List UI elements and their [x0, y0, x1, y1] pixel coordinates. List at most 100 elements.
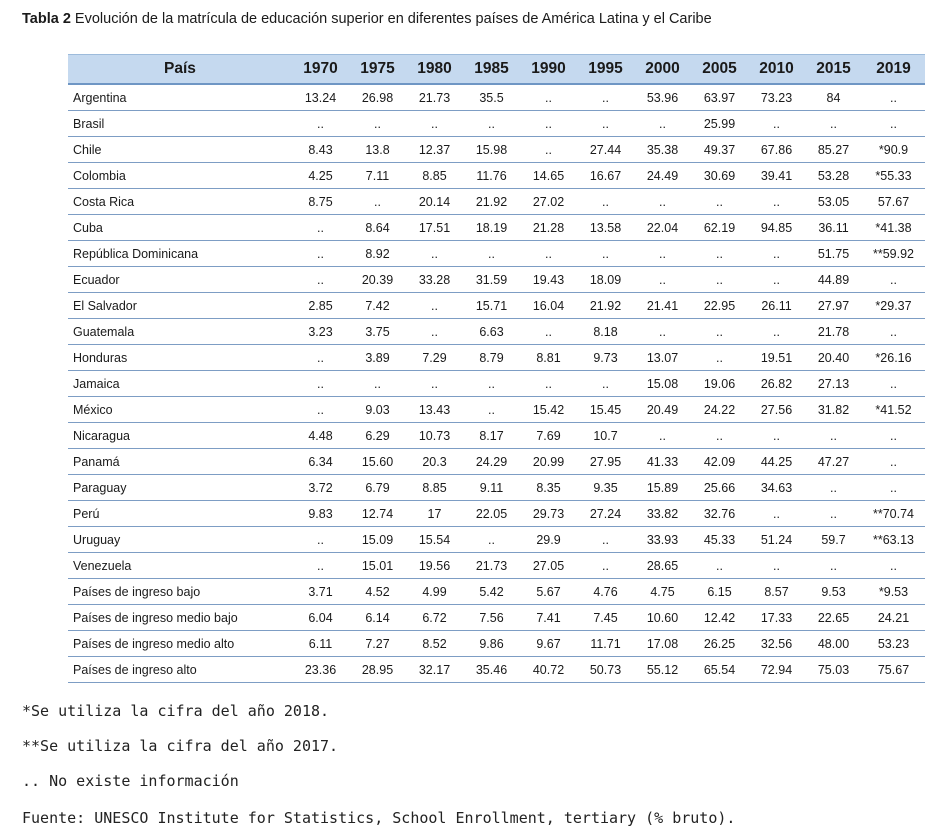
table-row: México.. 9.03 13.43.. 15.42 15.45 20.49 24.22 2…	[68, 396, 925, 423]
enrollment-value: ..	[862, 318, 925, 345]
enrollment-value: ..	[292, 344, 349, 371]
enrollment-value: ..	[520, 318, 577, 345]
enrollment-value: 9.03	[349, 396, 406, 423]
enrollment-value: ..	[748, 500, 805, 527]
enrollment-value: ..	[463, 240, 520, 267]
country-name: Venezuela	[68, 552, 292, 579]
enrollment-value: 26.82	[748, 370, 805, 397]
table-row: Uruguay.. 15.09 15.54.. 29.9.. 33.93 45.33 51.…	[68, 526, 925, 553]
enrollment-value: ..	[406, 292, 463, 319]
enrollment-value: 3.75	[349, 318, 406, 345]
enrollment-value: 21.73	[463, 552, 520, 579]
enrollment-value: 94.85	[748, 214, 805, 241]
enrollment-value: ..	[862, 84, 925, 111]
enrollment-value: 51.75	[805, 240, 862, 267]
caption-label: Tabla 2	[22, 11, 71, 27]
enrollment-value: 39.41	[748, 162, 805, 189]
enrollment-value: ..	[634, 318, 691, 345]
enrollment-value: 17.33	[748, 604, 805, 631]
country-name: El Salvador	[68, 292, 292, 319]
country-name: Chile	[68, 136, 292, 163]
enrollment-value: 17.51	[406, 214, 463, 241]
enrollment-value: ..	[748, 110, 805, 137]
table-row: Costa Rica 8.75.. 20.14 21.92 27.02........ 5…	[68, 188, 925, 215]
enrollment-value: 6.72	[406, 604, 463, 631]
enrollment-value: 25.66	[691, 474, 748, 501]
enrollment-value: 6.11	[292, 630, 349, 657]
enrollment-value: ..	[862, 448, 925, 475]
enrollment-value: 24.21	[862, 604, 925, 631]
enrollment-value: **70.74	[862, 500, 925, 527]
note-no-info: .. No existe información	[22, 772, 239, 790]
enrollment-value: 6.34	[292, 448, 349, 475]
enrollment-value: ..	[292, 552, 349, 579]
enrollment-value: ..	[805, 422, 862, 449]
enrollment-value: 8.17	[463, 422, 520, 449]
enrollment-value: 18.09	[577, 266, 634, 293]
enrollment-value: 53.05	[805, 188, 862, 215]
enrollment-value: 6.15	[691, 578, 748, 605]
enrollment-value: ..	[691, 422, 748, 449]
enrollment-value: 4.75	[634, 578, 691, 605]
table-row: Guatemala 3.23 3.75.. 6.63.. 8.18...... 21.78…	[68, 318, 925, 345]
enrollment-value: 17.08	[634, 630, 691, 657]
header-year: 2010	[748, 54, 805, 85]
caption-text: Evolución de la matrícula de educación s…	[70, 11, 712, 27]
table-row: Ecuador.. 20.39 33.28 31.59 19.43 18.09......…	[68, 266, 925, 293]
enrollment-value: 42.09	[691, 448, 748, 475]
enrollment-value: ..	[577, 552, 634, 579]
enrollment-value: 22.05	[463, 500, 520, 527]
enrollment-value: 15.09	[349, 526, 406, 553]
table-row: Nicaragua 4.48 6.29 10.73 8.17 7.69 10.7......…	[68, 422, 925, 449]
enrollment-value: ..	[634, 188, 691, 215]
enrollment-value: 3.72	[292, 474, 349, 501]
enrollment-value: 35.5	[463, 84, 520, 111]
enrollment-value: 13.24	[292, 84, 349, 111]
enrollment-value: 2.85	[292, 292, 349, 319]
table-row: Países de ingreso medio bajo 6.04 6.14 6.72…	[68, 604, 925, 631]
enrollment-value: 9.53	[805, 578, 862, 605]
enrollment-value: 49.37	[691, 136, 748, 163]
country-name: Ecuador	[68, 266, 292, 293]
header-year: 2015	[805, 54, 862, 85]
enrollment-value: 44.89	[805, 266, 862, 293]
table-row: Argentina 13.24 26.98 21.73 35.5.... 53.96 63.…	[68, 84, 925, 111]
enrollment-value: ..	[634, 266, 691, 293]
enrollment-value: 53.28	[805, 162, 862, 189]
enrollment-value: ..	[463, 526, 520, 553]
enrollment-value: 15.71	[463, 292, 520, 319]
enrollment-value: 6.63	[463, 318, 520, 345]
enrollment-value: 47.27	[805, 448, 862, 475]
enrollment-value: ..	[805, 500, 862, 527]
enrollment-value: 22.04	[634, 214, 691, 241]
enrollment-value: 41.33	[634, 448, 691, 475]
enrollment-value: 12.42	[691, 604, 748, 631]
header-row: País 1970 1975 1980 1985 1990 1995 2000 2005 2010…	[68, 54, 925, 85]
enrollment-value: 26.11	[748, 292, 805, 319]
country-name: República Dominicana	[68, 240, 292, 267]
enrollment-value: 27.44	[577, 136, 634, 163]
enrollment-value: 51.24	[748, 526, 805, 553]
enrollment-value: 10.7	[577, 422, 634, 449]
enrollment-value: 33.93	[634, 526, 691, 553]
enrollment-value: 26.25	[691, 630, 748, 657]
enrollment-value: 16.67	[577, 162, 634, 189]
enrollment-value: 27.05	[520, 552, 577, 579]
enrollment-value: 32.17	[406, 656, 463, 683]
enrollment-value: 11.71	[577, 630, 634, 657]
enrollment-value: ..	[634, 110, 691, 137]
enrollment-value: 32.56	[748, 630, 805, 657]
enrollment-value: 13.58	[577, 214, 634, 241]
enrollment-value: ..	[406, 370, 463, 397]
enrollment-table: País 1970 1975 1980 1985 1990 1995 2000 2005 2010…	[68, 54, 925, 683]
enrollment-value: 8.81	[520, 344, 577, 371]
enrollment-value: 8.52	[406, 630, 463, 657]
enrollment-value: ..	[577, 84, 634, 111]
enrollment-value: ..	[805, 110, 862, 137]
enrollment-value: 85.27	[805, 136, 862, 163]
header-year: 1995	[577, 54, 634, 85]
enrollment-value: ..	[805, 474, 862, 501]
enrollment-value: 33.28	[406, 266, 463, 293]
enrollment-value: 5.67	[520, 578, 577, 605]
enrollment-value: ..	[463, 396, 520, 423]
